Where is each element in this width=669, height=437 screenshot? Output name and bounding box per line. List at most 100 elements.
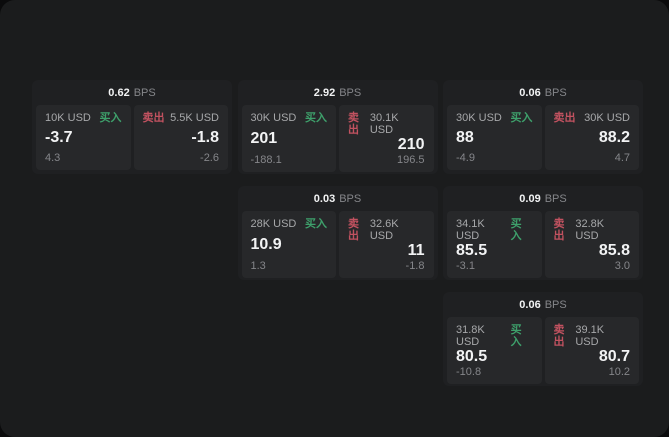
buy-delta-value: 4.3 (45, 152, 61, 164)
card-spread-header: 0.03 BPS (238, 186, 438, 211)
spread-value: 0.03 (313, 192, 336, 205)
bps-unit-label: BPS (544, 192, 567, 205)
quote-card: 0.03 BPS 28K USD 买入 10.9 1.3 卖出 32.6K US… (237, 186, 438, 280)
sell-delta-value: 4.7 (614, 152, 630, 164)
sell-amount-label: 32.6K USD (369, 218, 399, 242)
sell-delta-value: -2.6 (200, 152, 219, 164)
quote-panels: 30K USD 买入 88 -4.9 卖出 30K USD 88.2 4.7 (443, 105, 643, 174)
buy-price-value: 10.9 (250, 236, 282, 253)
buy-amount-label: 31.8K USD (456, 324, 485, 348)
card-spread-header: 2.92 BPS (238, 80, 438, 105)
sell-amount-label: 30.1K USD (369, 112, 399, 136)
sell-price-value: -1.8 (191, 129, 219, 146)
buy-delta-value: -188.1 (250, 154, 282, 166)
buy-side-label: 买入 (510, 218, 522, 242)
sell-side-label: 卖出 (142, 112, 165, 124)
sell-side-label: 卖出 (348, 112, 359, 136)
sell-price-value: 80.7 (598, 348, 630, 365)
buy-side-label: 买入 (99, 112, 122, 124)
quote-panels: 30K USD 买入 201 -188.1 卖出 30.1K USD 210 1… (238, 105, 438, 174)
buy-panel-top: 30K USD 买入 (251, 112, 328, 124)
sell-delta-value: 10.2 (608, 366, 630, 378)
sell-price-value: 85.8 (598, 242, 630, 259)
bps-unit-label: BPS (544, 86, 567, 99)
buy-panel-top: 34.1K USD 买入 (456, 218, 533, 242)
spread-value: 0.62 (108, 86, 130, 99)
buy-side-label: 买入 (510, 112, 533, 124)
sell-side-label: 卖出 (348, 218, 359, 242)
bps-unit-label: BPS (544, 298, 567, 311)
buy-amount-label: 30K USD (250, 112, 297, 124)
buy-panel-top: 31.8K USD 买入 (456, 324, 533, 348)
buy-panel-top: 30K USD 买入 (456, 112, 533, 124)
buy-panel[interactable]: 31.8K USD 买入 80.5 -10.8 (447, 317, 542, 384)
quote-panels: 28K USD 买入 10.9 1.3 卖出 32.6K USD 11 -1.8 (238, 211, 438, 280)
buy-amount-label: 34.1K USD (456, 218, 485, 242)
sell-amount-label: 5.5K USD (170, 112, 219, 124)
sell-panel-top: 卖出 39.1K USD (554, 324, 631, 348)
buy-price-value: -3.7 (45, 129, 73, 146)
sell-side-label: 卖出 (553, 218, 565, 242)
buy-side-label: 买入 (510, 324, 522, 348)
spread-value: 0.06 (519, 298, 541, 311)
buy-panel-top: 28K USD 买入 (251, 218, 328, 230)
buy-delta-value: 1.3 (250, 260, 266, 272)
card-spread-header: 0.06 BPS (443, 292, 643, 317)
bps-unit-label: BPS (339, 192, 362, 205)
quote-card: 0.06 BPS 31.8K USD 买入 80.5 -10.8 卖出 39.1… (443, 292, 643, 386)
sell-panel-top: 卖出 30.1K USD (348, 112, 425, 136)
card-grid: 0.62 BPS 10K USD 买入 -3.7 4.3 卖出 5.5K USD… (32, 80, 643, 386)
sell-panel[interactable]: 卖出 5.5K USD -1.8 -2.6 (133, 105, 228, 170)
buy-amount-label: 10K USD (45, 112, 91, 124)
bps-unit-label: BPS (339, 86, 362, 99)
card-spread-header: 0.09 BPS (443, 186, 643, 211)
buy-side-label: 买入 (305, 112, 327, 124)
sell-panel-top: 卖出 5.5K USD (143, 112, 220, 124)
buy-amount-label: 28K USD (250, 218, 297, 230)
sell-price-value: 210 (397, 136, 425, 153)
buy-delta-value: -4.9 (456, 152, 475, 164)
sell-panel[interactable]: 卖出 32.8K USD 85.8 3.0 (544, 211, 639, 278)
buy-panel[interactable]: 30K USD 买入 88 -4.9 (447, 105, 542, 170)
buy-delta-value: -3.1 (456, 260, 475, 272)
quote-panels: 31.8K USD 买入 80.5 -10.8 卖出 39.1K USD 80.… (443, 317, 643, 386)
sell-delta-value: 196.5 (396, 154, 425, 166)
sell-panel[interactable]: 卖出 30K USD 88.2 4.7 (544, 105, 639, 170)
sell-panel-top: 卖出 32.6K USD (348, 218, 425, 242)
quote-card: 0.06 BPS 30K USD 买入 88 -4.9 卖出 30K USD 8… (443, 80, 643, 174)
buy-price-value: 201 (250, 130, 278, 147)
bps-unit-label: BPS (133, 86, 156, 99)
sell-side-label: 卖出 (553, 112, 576, 124)
quote-panels: 34.1K USD 买入 85.5 -3.1 卖出 32.8K USD 85.8… (443, 211, 643, 280)
sell-amount-label: 32.8K USD (575, 218, 605, 242)
quote-panels: 10K USD 买入 -3.7 4.3 卖出 5.5K USD -1.8 -2.… (32, 105, 232, 174)
buy-panel-top: 10K USD 买入 (45, 112, 122, 124)
buy-side-label: 买入 (305, 218, 327, 230)
buy-price-value: 85.5 (456, 242, 488, 259)
sell-panel[interactable]: 卖出 30.1K USD 210 196.5 (339, 105, 434, 172)
sell-delta-value: -1.8 (405, 260, 425, 272)
buy-panel[interactable]: 28K USD 买入 10.9 1.3 (241, 211, 336, 278)
sell-panel[interactable]: 卖出 39.1K USD 80.7 10.2 (544, 317, 639, 384)
quote-card: 0.09 BPS 34.1K USD 买入 85.5 -3.1 卖出 32.8K… (443, 186, 643, 280)
sell-panel[interactable]: 卖出 32.6K USD 11 -1.8 (339, 211, 434, 278)
sell-panel-top: 卖出 30K USD (554, 112, 631, 124)
sell-price-value: 88.2 (598, 129, 630, 146)
buy-price-value: 88 (456, 129, 474, 146)
sell-side-label: 卖出 (553, 324, 565, 348)
buy-panel[interactable]: 10K USD 买入 -3.7 4.3 (36, 105, 131, 170)
buy-panel[interactable]: 34.1K USD 买入 85.5 -3.1 (447, 211, 542, 278)
spread-value: 2.92 (313, 86, 336, 99)
sell-price-value: 11 (407, 242, 425, 259)
spread-value: 0.09 (519, 192, 541, 205)
sell-delta-value: 3.0 (614, 260, 630, 272)
spread-value: 0.06 (519, 86, 541, 99)
sell-amount-label: 30K USD (584, 112, 630, 124)
quote-card: 2.92 BPS 30K USD 买入 201 -188.1 卖出 30.1K … (237, 80, 438, 174)
card-spread-header: 0.62 BPS (32, 80, 232, 105)
buy-panel[interactable]: 30K USD 买入 201 -188.1 (241, 105, 336, 172)
buy-price-value: 80.5 (456, 348, 488, 365)
sell-panel-top: 卖出 32.8K USD (554, 218, 631, 242)
